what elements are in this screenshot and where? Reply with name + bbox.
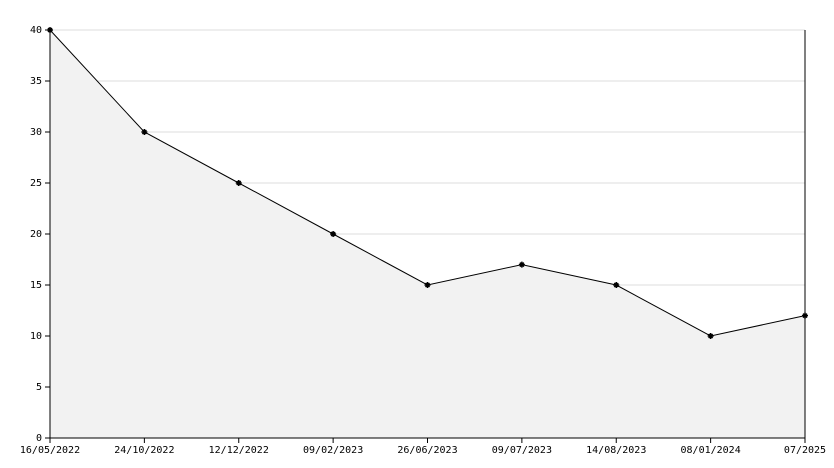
y-tick-label: 40	[30, 25, 42, 36]
y-tick-label: 0	[36, 433, 42, 444]
marker	[707, 333, 714, 339]
marker	[235, 180, 242, 186]
y-tick-label: 30	[30, 127, 42, 138]
marker	[141, 129, 148, 135]
x-tick-label: 16/05/2022	[20, 445, 80, 456]
y-tick-label: 20	[30, 229, 42, 240]
y-tick-label: 35	[30, 76, 42, 87]
y-tick-label: 5	[36, 382, 42, 393]
y-tick-label: 25	[30, 178, 42, 189]
x-tick-label: 24/10/2022	[114, 445, 174, 456]
y-tick-label: 10	[30, 331, 42, 342]
marker	[518, 261, 525, 268]
area	[50, 30, 805, 438]
marker	[802, 312, 808, 319]
x-tick-label: 09/07/2023	[492, 445, 552, 456]
marker	[330, 231, 337, 237]
x-tick-label: 09/02/2023	[303, 445, 363, 456]
x-tick-label: 26/06/2023	[397, 445, 457, 456]
x-tick-label: 14/08/2023	[586, 445, 646, 456]
marker	[613, 282, 620, 288]
marker	[47, 27, 53, 33]
marker	[424, 282, 431, 288]
x-tick-label: 08/01/2024	[681, 445, 741, 456]
y-tick-label: 15	[30, 280, 42, 291]
x-tick-label: 12/12/2022	[209, 445, 269, 456]
x-tick-label: 07/2025	[784, 445, 826, 456]
